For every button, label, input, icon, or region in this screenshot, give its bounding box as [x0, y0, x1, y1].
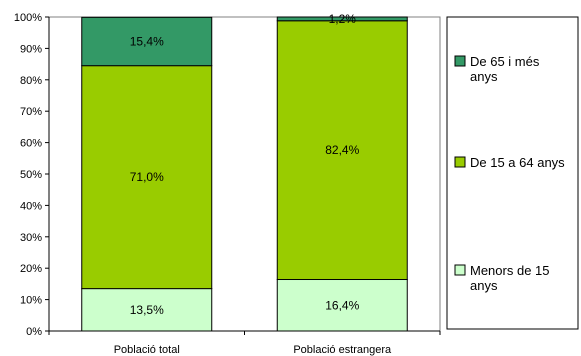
legend-swatch — [454, 156, 466, 168]
bar-segment — [276, 16, 408, 22]
legend-box — [446, 16, 579, 330]
data-label: 71,0% — [130, 170, 164, 184]
y-tick-label: 40% — [20, 200, 42, 212]
y-tick-label: 50% — [20, 169, 42, 181]
y-tick-label: 30% — [20, 232, 42, 244]
data-label: 13,5% — [130, 303, 164, 317]
y-tick-label: 70% — [20, 106, 42, 118]
y-tick-label: 90% — [20, 43, 42, 55]
bar-segments — [81, 16, 408, 332]
y-tick-label: 60% — [20, 138, 42, 150]
data-label: 16,4% — [325, 298, 359, 312]
legend-label: anys — [470, 69, 498, 84]
legend-swatch — [454, 264, 466, 276]
bar-segment — [81, 16, 213, 67]
y-axis-ticks: 0% 10% 20% 30% 40% 50% 60% 70% 80% 90% 100% — [14, 12, 49, 338]
bar-segment — [81, 288, 213, 332]
y-tick-label: 0% — [26, 326, 42, 338]
legend-label: anys — [470, 278, 498, 293]
legend-label: Menors de 15 — [470, 263, 550, 278]
y-tick-label: 80% — [20, 75, 42, 87]
y-tick-label: 10% — [20, 295, 42, 307]
legend-label: De 65 i més — [470, 54, 540, 69]
legend-swatch — [454, 55, 466, 67]
data-labels: 13,5% 71,0% 15,4% 16,4% 82,4% 1,2% — [130, 12, 360, 317]
category-label: Població total — [114, 344, 180, 356]
legend-label: De 15 a 64 anys — [470, 155, 565, 170]
category-labels: Població total Població estrangera — [48, 331, 441, 356]
bar-segment — [276, 279, 408, 332]
y-tick-label: 100% — [14, 12, 42, 24]
bar-segment — [81, 65, 213, 290]
data-label: 82,4% — [325, 143, 359, 157]
bar-segment — [276, 20, 408, 281]
category-label: Població estrangera — [293, 344, 392, 356]
data-label: 15,4% — [130, 34, 164, 48]
y-tick-label: 20% — [20, 263, 42, 275]
data-label: 1,2% — [329, 12, 357, 26]
